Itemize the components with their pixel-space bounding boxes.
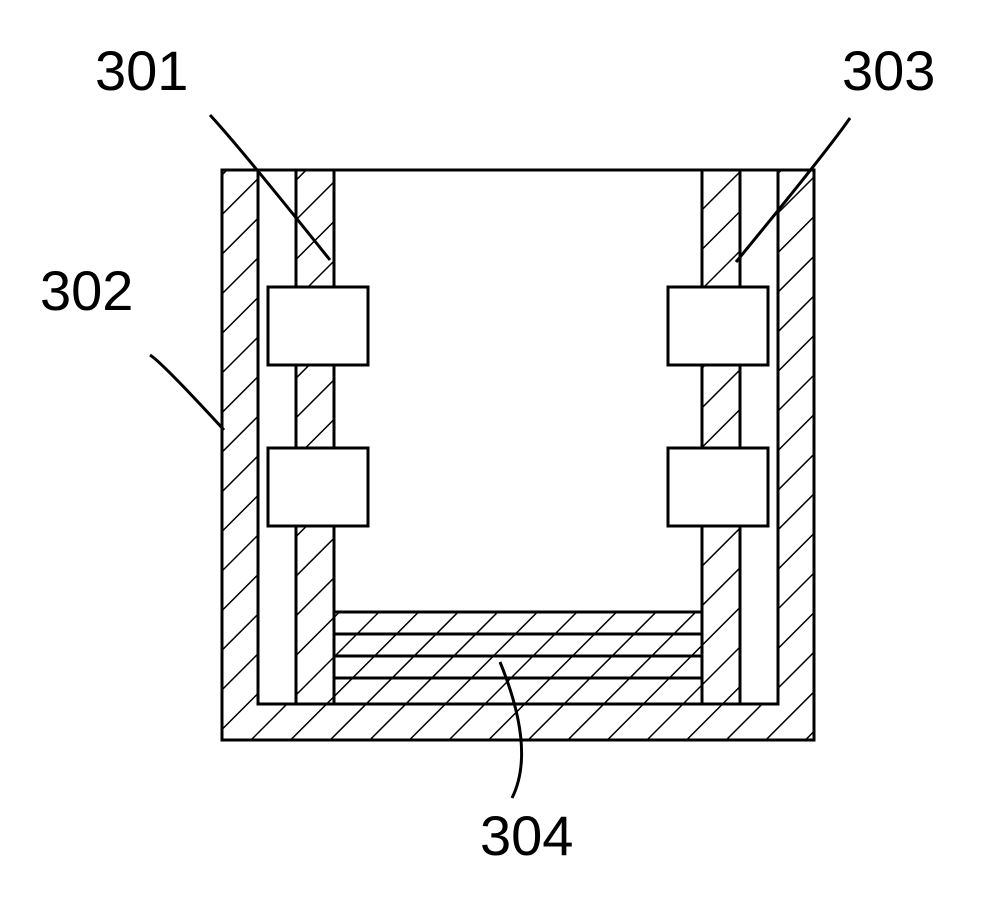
label-301: 301 — [95, 39, 188, 102]
label-302: 302 — [40, 259, 133, 322]
label-304: 304 — [480, 804, 573, 867]
label-303: 303 — [842, 39, 935, 102]
technical-cross-section-diagram: 301 302 303 304 — [0, 0, 1003, 897]
